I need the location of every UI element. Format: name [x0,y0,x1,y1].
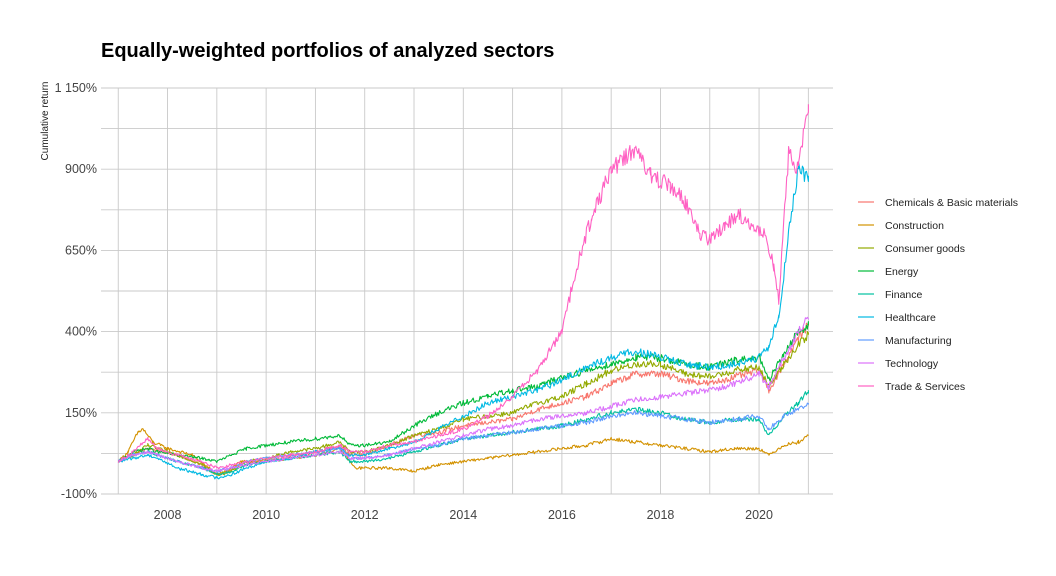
x-tick-label: 2012 [351,508,379,522]
series-line-trade-services [117,104,809,470]
x-tick-label: 2020 [745,508,773,522]
legend-item: Manufacturing [858,335,952,347]
x-tick-label: 2018 [647,508,675,522]
legend-item: Technology [858,358,939,370]
y-tick-label: 900% [65,162,97,176]
y-tick-label: 650% [65,243,97,257]
series-line-manufacturing [117,402,809,473]
series-line-healthcare [117,161,809,480]
legend-item: Construction [858,220,944,232]
series-line-technology [118,316,809,473]
legend: Chemicals & Basic materials Construction C… [858,197,1018,393]
legend-label: Technology [885,358,939,370]
y-tick-label: 1 150% [55,81,97,95]
legend-item: Energy [858,266,919,278]
y-tick-label: -100% [61,487,97,501]
legend-label: Chemicals & Basic materials [885,197,1018,209]
legend-item: Consumer goods [858,243,965,255]
tick-layer: -100% 150% 400% 650% 900% 1 150% 2008 2010 2012 2… [55,81,773,522]
series-layer [117,104,809,480]
x-tick-label: 2010 [252,508,280,522]
y-tick-label: 400% [65,325,97,339]
chart-title: Equally-weighted portfolios of analyzed … [101,40,554,62]
legend-item: Finance [858,289,923,301]
x-tick-label: 2014 [449,508,477,522]
legend-label: Healthcare [885,312,936,324]
legend-label: Energy [885,266,919,278]
legend-label: Trade & Services [885,381,965,393]
grid-layer [101,87,833,495]
y-axis-label: Cumulative return [40,82,51,161]
series-line-consumer-goods [118,330,809,477]
legend-label: Consumer goods [885,243,965,255]
legend-label: Construction [885,220,944,232]
legend-item: Healthcare [858,312,936,324]
y-tick-label: 150% [65,406,97,420]
legend-item: Trade & Services [858,381,965,393]
x-tick-label: 2016 [548,508,576,522]
legend-label: Finance [885,289,923,301]
legend-item: Chemicals & Basic materials [858,197,1018,209]
x-tick-label: 2008 [154,508,182,522]
legend-label: Manufacturing [885,335,952,347]
